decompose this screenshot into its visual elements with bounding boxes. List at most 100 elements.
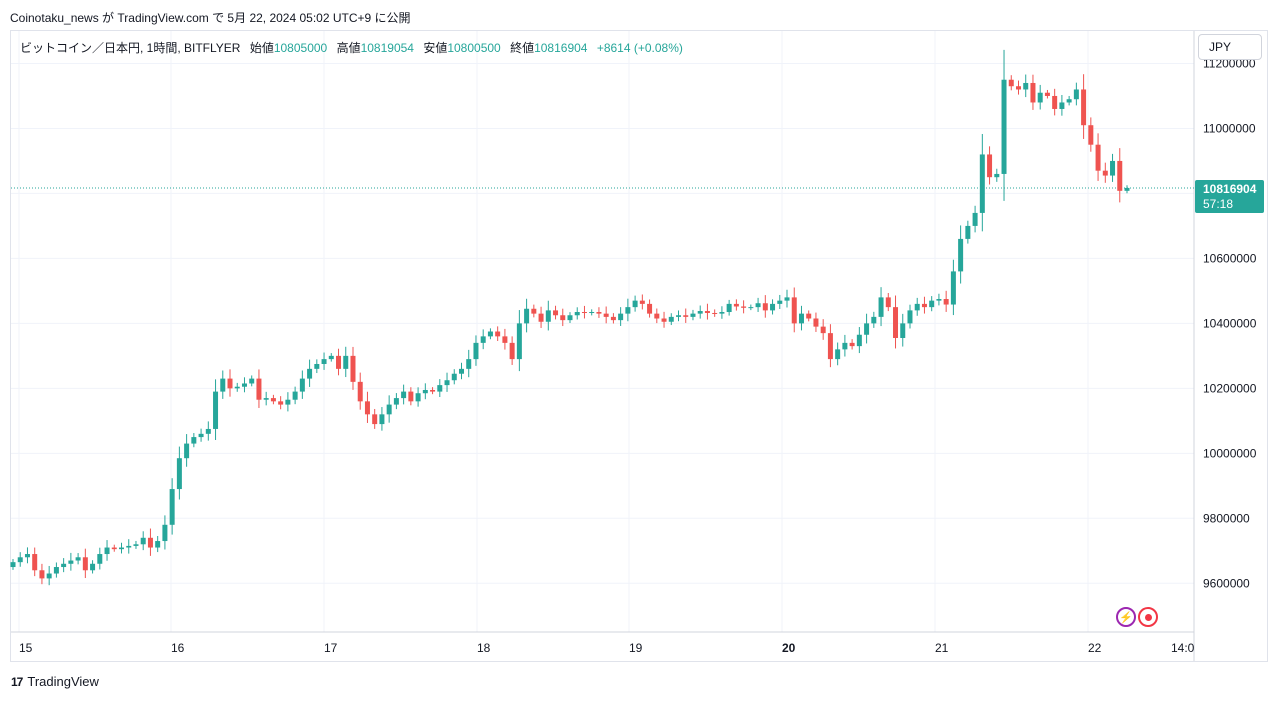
low-value: 10800500 [447, 41, 501, 55]
price-tick-label: 9600000 [1203, 576, 1250, 590]
tradingview-logo-icon: 17 [11, 674, 23, 689]
candle-body [596, 312, 602, 314]
current-price-label: 10816904 [1203, 182, 1257, 196]
candle-body [321, 359, 327, 364]
candle-body [1015, 86, 1021, 90]
candle-body [176, 458, 182, 490]
candle-body [567, 315, 573, 321]
candle-body [994, 173, 1000, 178]
candle-body [531, 308, 537, 314]
candle-body [451, 373, 457, 381]
time-tick-label: 20 [782, 641, 796, 655]
candle-body [856, 334, 862, 347]
high-value: 10819054 [360, 41, 414, 55]
flash-icon[interactable]: ⚡ [1116, 607, 1136, 627]
candle-body [487, 331, 493, 337]
candle-body [126, 545, 132, 548]
candle-body [755, 303, 761, 308]
candle-body [726, 303, 732, 313]
candle-body [806, 313, 812, 319]
symbol-title: ビットコイン／日本円, 1時間, BITFLYER [20, 41, 241, 55]
chart-status-icons: ⚡ [1116, 607, 1158, 627]
open-value: 10805000 [273, 41, 328, 55]
candle-body [357, 381, 363, 402]
record-icon[interactable] [1138, 607, 1158, 627]
candle-body [538, 313, 544, 322]
candle-body [502, 336, 508, 343]
candle-body [119, 547, 125, 550]
candle-body [509, 342, 515, 360]
candle-body [162, 524, 168, 542]
candle-body [770, 303, 776, 311]
price-tick-label: 10200000 [1203, 381, 1257, 395]
candle-body [147, 537, 153, 548]
candle-body [878, 297, 884, 317]
candle-body [516, 323, 522, 360]
candle-body [871, 316, 877, 324]
candle-body [1030, 82, 1036, 103]
candle-body [791, 297, 797, 324]
time-tick-label: 19 [629, 641, 643, 655]
candle-body [249, 378, 255, 384]
candle-body [133, 544, 139, 546]
candle-body [798, 313, 804, 324]
candle-body [979, 154, 985, 213]
candle-body [386, 404, 392, 415]
candle-body [965, 225, 971, 239]
candle-body [61, 563, 67, 568]
current-price-badge-bg [1195, 179, 1264, 213]
candle-body [639, 300, 645, 304]
candle-body [676, 315, 682, 317]
time-tick-label: 18 [477, 641, 491, 655]
candle-body [1037, 92, 1043, 103]
candle-body [1102, 170, 1108, 176]
time-tick-label: 17 [324, 641, 338, 655]
candle-body [372, 414, 378, 425]
candle-body [1095, 144, 1101, 171]
candle-body [111, 547, 117, 550]
time-tick-label: 14:0 [1171, 641, 1195, 655]
candle-body [1088, 125, 1094, 145]
candle-body [545, 310, 551, 322]
chart-pane[interactable] [10, 30, 1268, 662]
candle-body [929, 300, 935, 308]
candle-body [263, 398, 269, 400]
current-price-badge: 10816904 57:18 [1195, 179, 1264, 213]
candle-body [97, 554, 103, 564]
candle-body [227, 378, 233, 389]
candle-body [1073, 89, 1079, 100]
candle-body [437, 385, 443, 392]
currency-button[interactable]: JPY [1198, 34, 1262, 60]
candle-body [82, 557, 88, 571]
candle-body [364, 401, 370, 415]
candle-body [1110, 160, 1116, 176]
close-label: 終値 [510, 41, 535, 55]
candle-body [241, 383, 247, 387]
record-dot [1144, 613, 1152, 621]
candle-body [480, 336, 486, 343]
price-axis: 1120000011000000108000001060000010400000… [1203, 56, 1257, 590]
candle-body [987, 154, 993, 178]
candle-body [972, 212, 978, 226]
candle-body [53, 567, 59, 574]
tradingview-branding[interactable]: 17 TradingView [11, 674, 99, 689]
candle-body [17, 557, 23, 563]
candle-body [683, 315, 689, 317]
time-tick-label: 15 [19, 641, 33, 655]
candle-body [213, 391, 219, 429]
candle-body [379, 414, 385, 425]
candle-body [220, 378, 226, 392]
publish-attribution: Coinotaku_news が TradingView.com で 5月 22… [10, 11, 411, 25]
candle-body [198, 433, 204, 438]
candle-body [314, 363, 320, 369]
open-label: 始値 [249, 41, 274, 55]
candle-body [835, 349, 841, 360]
candle-body [393, 398, 399, 405]
candle-body [524, 308, 530, 324]
price-tick-label: 10600000 [1203, 251, 1257, 265]
candle-body [401, 391, 407, 399]
time-tick-label: 22 [1088, 641, 1102, 655]
candle-body [422, 389, 428, 394]
candle-body [581, 312, 587, 314]
